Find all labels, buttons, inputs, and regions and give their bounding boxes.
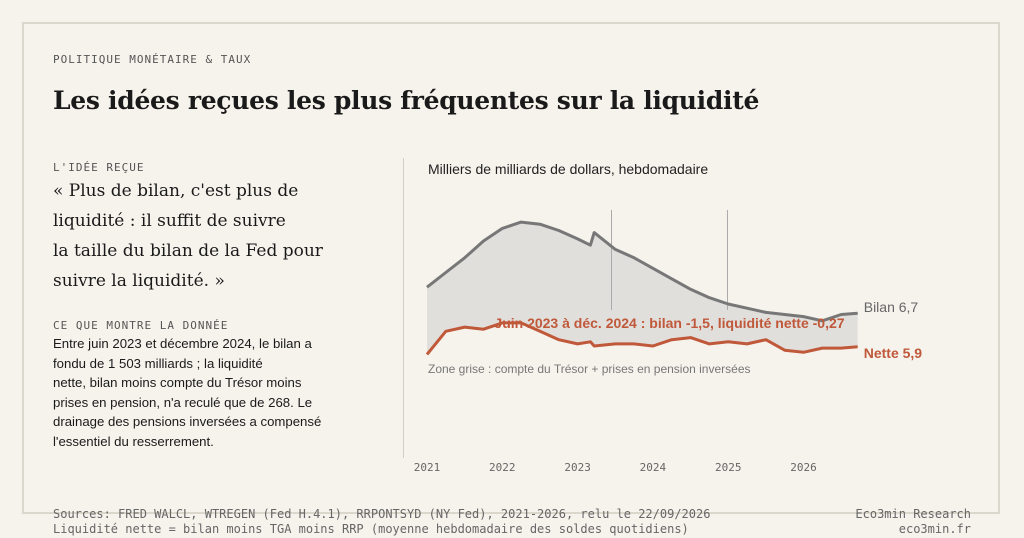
data-line: drainage des pensions inversées a compen…	[53, 414, 322, 430]
x-tick-label: 2021	[414, 461, 441, 474]
data-line: prises en pension, n'a reculé que de 268…	[53, 394, 313, 410]
page-frame	[22, 22, 1000, 514]
data-line: Entre juin 2023 et décembre 2024, le bil…	[53, 336, 312, 351]
data-explanation: Entre juin 2023 et décembre 2024, le bil…	[53, 334, 353, 452]
x-tick-label: 2023	[564, 461, 591, 474]
x-tick-label: 2024	[640, 461, 667, 474]
data-line: l'essentiel du resserrement.	[53, 433, 214, 449]
footer-brand: Eco3min Research eco3min.fr	[855, 507, 971, 537]
myth-label: L'IDÉE REÇUE	[53, 161, 145, 174]
x-tick-label: 2025	[715, 461, 742, 474]
series-label-bilan: Bilan 6,7	[864, 299, 919, 315]
myth-quote: « Plus de bilan, c'est plus de liquidité…	[53, 176, 353, 296]
myth-line: « Plus de bilan, c'est plus de	[53, 181, 299, 201]
shaded-area-tga-rrp	[427, 222, 858, 355]
brand-site: eco3min.fr	[898, 522, 971, 536]
page-title: Les idées reçues les plus fréquentes sur…	[53, 86, 760, 115]
definition-note: Liquidité nette = bilan moins TGA moins …	[53, 522, 689, 536]
myth-line: la taille du bilan de la Fed pour	[53, 241, 323, 261]
series-line-bilan	[426, 220, 858, 323]
section-kicker: POLITIQUE MONÉTAIRE & TAUX	[53, 53, 252, 66]
data-line: nette, bilan moins compte du Trésor moin…	[53, 375, 302, 391]
data-line: fondu de 1 503 milliards ; la liquidité	[53, 355, 263, 371]
chart-subtitle: Milliers de milliards de dollars, hebdom…	[428, 161, 709, 177]
brand-name: Eco3min Research	[855, 507, 971, 521]
data-label: CE QUE MONTRE LA DONNÉE	[53, 319, 229, 332]
chart-annotation: Juin 2023 à déc. 2024 : bilan -1,5, liqu…	[494, 315, 844, 331]
column-divider	[403, 158, 404, 458]
x-tick-label: 2026	[790, 461, 817, 474]
sources-text: Sources: FRED WALCL, WTREGEN (Fed H.4.1)…	[53, 507, 711, 521]
x-tick-label: 2022	[489, 461, 515, 474]
myth-line: liquidité : il suffit de suivre	[53, 211, 286, 231]
series-label-nette: Nette 5,9	[864, 345, 923, 361]
series-line-nette	[425, 321, 858, 356]
shading-note: Zone grise : compte du Trésor + prises e…	[428, 362, 751, 376]
myth-line: suivre la liquidité. »	[53, 271, 225, 291]
liquidity-chart: Bilan 6,7 Nette 5,9 Juin 2023 à déc. 202…	[414, 210, 923, 474]
footer-sources: Sources: FRED WALCL, WTREGEN (Fed H.4.1)…	[53, 507, 710, 537]
